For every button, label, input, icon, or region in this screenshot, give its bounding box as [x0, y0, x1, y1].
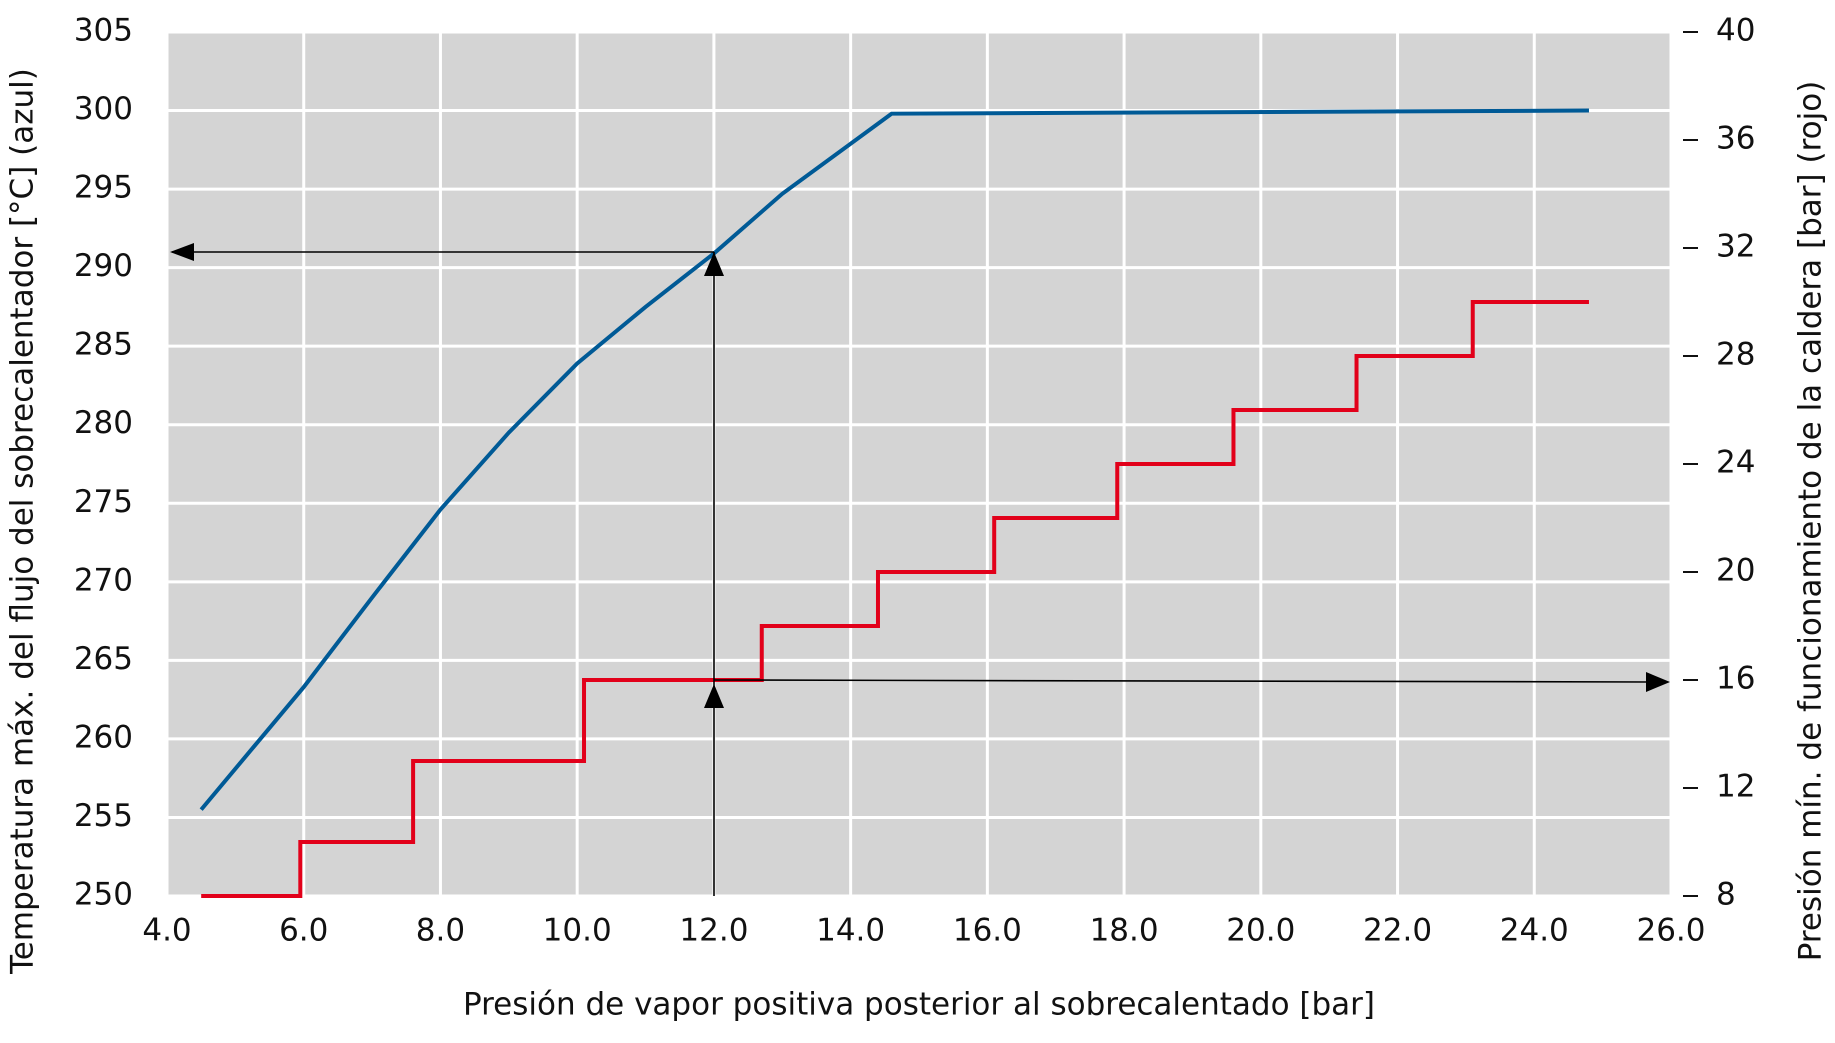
y2-tick-label: 12 — [1716, 769, 1755, 805]
x-tick-label: 10.0 — [543, 913, 612, 949]
y-axis-label: Temperatura máx. del flujo del sobrecale… — [5, 68, 41, 975]
x-tick-label: 22.0 — [1363, 913, 1432, 949]
x-tick-label: 16.0 — [953, 913, 1022, 949]
x-tick-label: 14.0 — [816, 913, 885, 949]
y-tick-label: 305 — [74, 13, 133, 49]
x-tick-label: 8.0 — [416, 913, 465, 949]
y-tick-label: 265 — [74, 641, 133, 677]
line-series — [199, 108, 1589, 811]
y-tick-label: 255 — [74, 798, 133, 834]
y2-tick-label: 8 — [1716, 877, 1736, 913]
y-tick-label: 270 — [74, 562, 133, 598]
series — [199, 108, 1589, 898]
y2-tick-label: 16 — [1716, 661, 1755, 697]
y-tick-label: 295 — [74, 170, 133, 206]
y2-tick-label: 20 — [1716, 553, 1755, 589]
arrow-head — [170, 243, 194, 261]
arrow-head — [1646, 672, 1670, 692]
y-tick-label: 300 — [74, 91, 133, 127]
arrow-head — [704, 252, 724, 276]
x-tick-label: 20.0 — [1226, 913, 1295, 949]
y-tick-label: 285 — [74, 327, 133, 363]
x-tick-label: 6.0 — [279, 913, 328, 949]
x-tick-label: 24.0 — [1500, 913, 1569, 949]
line-series — [201, 300, 1589, 898]
arrow-head — [704, 684, 724, 708]
labels: 4.0 6.0 8.0 10.0 12.0 14.0 16.0 18.0 20.0 22.0 24.… — [74, 13, 1756, 949]
plot-area — [167, 32, 1671, 896]
y-tick-label: 280 — [74, 405, 133, 441]
y2-axis-label: Presión mín. de funcionamiento de la cal… — [1793, 81, 1829, 962]
y2-tick-label: 28 — [1716, 337, 1755, 373]
y-tick-label: 275 — [74, 484, 133, 520]
y-tick-label: 260 — [74, 719, 133, 755]
x-tick-label: 4.0 — [142, 913, 191, 949]
annotation-arrows — [170, 243, 1670, 896]
y2-tick-label: 40 — [1716, 13, 1755, 49]
y2-tick-label: 24 — [1716, 445, 1755, 481]
y2-tick-label: 36 — [1716, 121, 1755, 157]
y-tick-label: 250 — [74, 877, 133, 913]
x-tick-label: 12.0 — [679, 913, 748, 949]
x-axis-label: Presión de vapor positiva posterior al s… — [463, 987, 1375, 1023]
y2-tick-label: 32 — [1716, 229, 1755, 265]
y-tick-label: 290 — [74, 248, 133, 284]
x-tick-label: 18.0 — [1090, 913, 1159, 949]
arrow — [713, 679, 1651, 683]
x-tick-label: 26.0 — [1636, 913, 1705, 949]
